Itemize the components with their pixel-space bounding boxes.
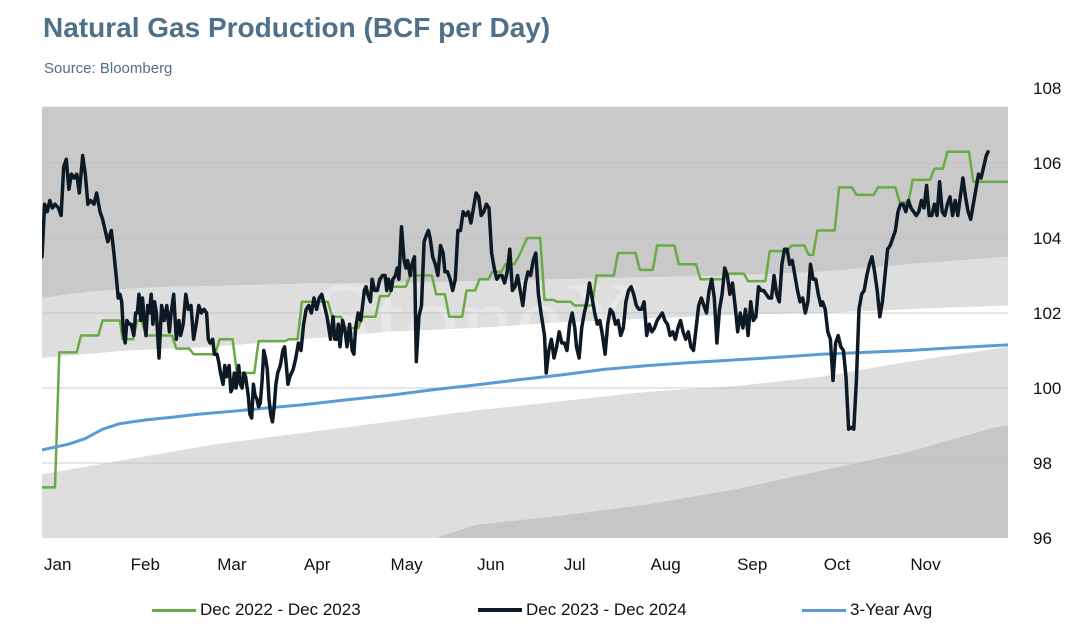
- legend-swatch-green: [152, 608, 196, 612]
- legend-item-2023: Dec 2022 - Dec 2023: [152, 600, 361, 620]
- range-bands: [42, 106, 1008, 538]
- x-tick-label: Jul: [564, 555, 586, 574]
- series-line-2023: [42, 150, 1008, 489]
- x-tick-label: Jan: [44, 555, 71, 574]
- legend: Dec 2022 - Dec 2023 Dec 2023 - Dec 2024 …: [0, 600, 1075, 626]
- y-tick-label: 96: [1033, 529, 1052, 548]
- series-line-2024: [42, 150, 990, 431]
- x-tick-label: Apr: [304, 555, 331, 574]
- band-lower: [42, 346, 1008, 538]
- legend-label-avg: 3-Year Avg: [850, 600, 933, 619]
- series-lines: [42, 150, 1008, 489]
- legend-label-2023: Dec 2022 - Dec 2023: [200, 600, 361, 619]
- x-tick-label: Nov: [910, 555, 941, 574]
- y-tick-label: 104: [1033, 229, 1061, 248]
- chart-area: StoneX 96 98 100 102 104 106 108 Jan Feb Mar Apr M…: [42, 79, 1061, 574]
- legend-item-2024: Dec 2023 - Dec 2024: [478, 600, 687, 620]
- band-bottom: [42, 425, 1008, 538]
- x-tick-label: Sep: [737, 555, 767, 574]
- legend-item-avg: 3-Year Avg: [802, 600, 932, 620]
- legend-label-2024: Dec 2023 - Dec 2024: [526, 600, 687, 619]
- chart-subtitle: Source: Bloomberg: [44, 60, 173, 77]
- x-tick-label: May: [391, 555, 424, 574]
- y-tick-label: 108: [1033, 79, 1061, 98]
- x-tick-label: Aug: [650, 555, 680, 574]
- y-tick-label: 106: [1033, 154, 1061, 173]
- x-tick-label: Feb: [131, 555, 160, 574]
- y-tick-label: 102: [1033, 304, 1061, 323]
- legend-swatch-black: [478, 608, 522, 612]
- series-line-3yr-avg: [42, 343, 1008, 452]
- y-axis-ticks: 96 98 100 102 104 106 108: [1033, 79, 1061, 548]
- x-tick-label: Mar: [217, 555, 247, 574]
- chart-title: Natural Gas Production (BCF per Day): [43, 12, 551, 43]
- x-axis-ticks: Jan Feb Mar Apr May Jun Jul Aug Sep Oct Nov: [44, 555, 941, 574]
- legend-swatch-blue: [802, 608, 846, 612]
- y-tick-label: 100: [1033, 379, 1061, 398]
- watermark: StoneX: [313, 260, 643, 382]
- y-tick-label: 98: [1033, 454, 1052, 473]
- x-tick-label: Jun: [477, 555, 504, 574]
- x-tick-label: Oct: [824, 555, 851, 574]
- band-upper: [42, 256, 1008, 358]
- band-top: [42, 106, 1008, 298]
